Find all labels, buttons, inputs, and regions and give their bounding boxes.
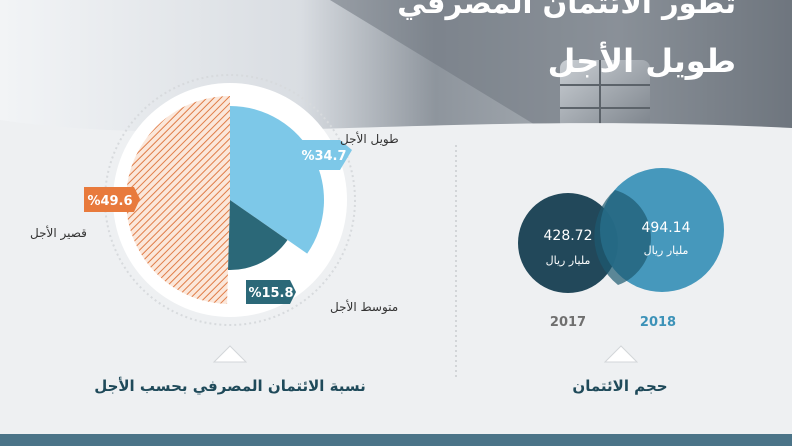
badge-medium-term-text: %15.8 bbox=[248, 286, 293, 301]
volume-panel-title: حجم الائتمان bbox=[572, 377, 668, 395]
outer-dotted-ring bbox=[104, 74, 356, 326]
bottom-bar bbox=[0, 434, 792, 446]
year-2018: 2018 bbox=[640, 315, 676, 330]
circle-overlap bbox=[594, 190, 651, 285]
value-2018: 494.14 bbox=[642, 220, 691, 236]
badge-medium-term: %15.8 bbox=[246, 280, 296, 304]
unit-2018: مليار ريال bbox=[644, 244, 689, 257]
page-title-line-2: طويل الأجل bbox=[547, 42, 736, 80]
badge-long-term: %34.7 bbox=[296, 140, 352, 170]
segment-short-term bbox=[125, 96, 230, 304]
unit-2017: مليار ريال bbox=[546, 254, 591, 267]
label-medium-term: متوسط الأجل bbox=[330, 300, 399, 314]
pie-panel-pointer bbox=[212, 345, 248, 363]
badge-short-term: %49.6 bbox=[84, 187, 140, 212]
badge-long-term-text: %34.7 bbox=[301, 149, 346, 164]
segment-medium-term bbox=[228, 200, 288, 270]
header-banner: تطور الائتمان المصرفي طويل الأجل bbox=[0, 0, 792, 140]
volume-panel-pointer bbox=[603, 345, 639, 363]
label-long-term: طويل الأجل bbox=[340, 132, 399, 146]
year-2017: 2017 bbox=[550, 315, 586, 330]
label-short-term: قصير الأجل bbox=[30, 226, 87, 240]
badge-short-term-text: %49.6 bbox=[87, 194, 132, 209]
pie-panel-title: نسبة الائتمان المصرفي بحسب الأجل bbox=[94, 377, 366, 395]
circle-2017 bbox=[518, 193, 618, 293]
card-chip bbox=[560, 60, 650, 130]
value-2017: 428.72 bbox=[544, 228, 593, 244]
credit-card-photo bbox=[0, 0, 792, 140]
page-title-line-1: تطور الائتمان المصرفي bbox=[397, 0, 736, 20]
